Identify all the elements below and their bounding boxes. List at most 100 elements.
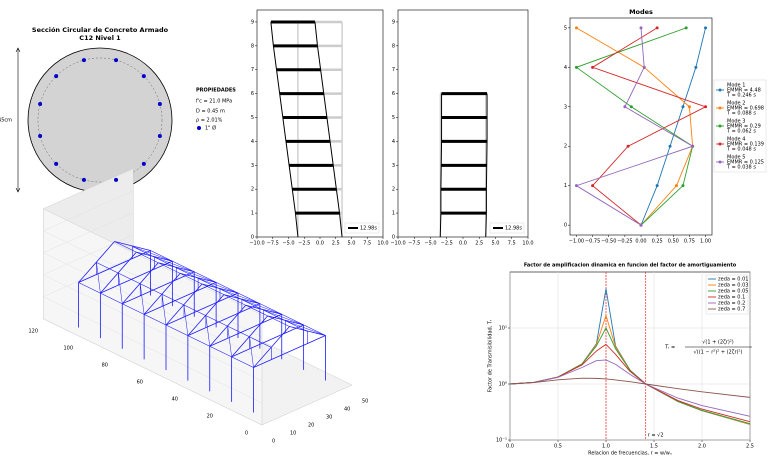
bar-legend-marker <box>197 126 201 130</box>
width-tick-label: 50 <box>362 399 368 405</box>
legend-label: zeda = 0.03 <box>718 283 748 289</box>
x-tick-label: 10.0 <box>522 241 533 247</box>
y-tick-label: 1 <box>251 211 254 217</box>
y-tick-label: 5 <box>392 115 395 121</box>
truss-brace <box>132 246 173 262</box>
formula-denominator: √((1 − r²)² + (2ζr)²) <box>694 350 743 356</box>
legend-box <box>489 222 525 234</box>
mode-marker <box>574 26 578 30</box>
x-tick-label: 10.0 <box>377 241 388 247</box>
x-tick-label: 0.0 <box>506 444 514 450</box>
legend-detail: T = 0.048 s <box>726 147 756 153</box>
length-tick-label: 80 <box>102 363 108 369</box>
y-tick-label: 10⁰ <box>499 382 507 388</box>
legend-detail: EMMR = 0.29 <box>727 124 761 130</box>
x-tick-label: 0.0 <box>459 241 467 247</box>
rebar <box>114 177 119 182</box>
truss-brace <box>140 283 145 315</box>
y-tick-label: 9 <box>251 19 254 25</box>
y-tick-label: 3 <box>251 163 254 169</box>
mode-marker <box>591 184 595 188</box>
width-tick-label: 30 <box>326 415 332 421</box>
x-tick-label: 7.5 <box>363 241 371 247</box>
mode-marker <box>639 26 643 30</box>
mode-line <box>575 27 694 226</box>
x-tick-label: 0.5 <box>554 444 562 450</box>
bar-legend: 1" Ø <box>205 125 216 132</box>
mode-line <box>576 27 694 226</box>
y-tick-label: 7 <box>251 67 254 73</box>
pane-grid <box>43 274 263 382</box>
truss-purlin <box>78 282 101 294</box>
truss-purlin <box>122 303 145 315</box>
legend-label: zeda = 0.1 <box>718 295 745 301</box>
x-tick-label: −7.5 <box>408 241 420 247</box>
property: D = 0.45 m <box>196 109 225 115</box>
x-tick-label: −2.5 <box>298 241 310 247</box>
legend-detail: EMMR = 0.139 <box>727 142 764 148</box>
legend-label: zeda = 0.05 <box>718 289 748 295</box>
truss-purlin <box>150 250 173 262</box>
rebar <box>81 58 86 63</box>
truss-brace <box>183 304 189 336</box>
truss-rafter <box>180 272 217 283</box>
y-tick-label: 1 <box>564 183 567 189</box>
mode-marker <box>623 105 627 109</box>
x-tick-label: 2.5 <box>332 241 340 247</box>
mode-line <box>591 27 707 226</box>
legend-box <box>705 274 749 315</box>
y-axis-label: Factor de Transmisibilidad, Tᵣ <box>488 319 494 392</box>
x-tick-label: 2.5 <box>746 444 754 450</box>
truss-purlin <box>118 272 141 285</box>
y-tick-label: 5 <box>564 25 567 31</box>
truss-rafter <box>209 304 247 347</box>
truss-brace <box>219 288 260 304</box>
truss-tie <box>78 250 151 283</box>
pane-grid <box>43 256 134 297</box>
truss-rafter <box>201 283 239 294</box>
truss-rafter <box>143 273 181 315</box>
legend-label: Mode 5 <box>727 155 745 161</box>
truss-brace <box>241 299 282 315</box>
pane-grid <box>43 296 263 404</box>
legend-marker <box>718 106 722 110</box>
x-tick-label: −0.25 <box>617 239 632 245</box>
y-tick-label: 6 <box>392 91 395 97</box>
series-line <box>509 359 751 417</box>
y-tick-label: 7 <box>392 67 395 73</box>
truss-purlin <box>227 325 250 338</box>
truss-purlin <box>205 315 228 327</box>
mode-marker <box>681 184 685 188</box>
y-tick-label: 2 <box>251 187 254 193</box>
mode-marker <box>591 65 595 69</box>
truss-purlin <box>259 303 282 315</box>
stirrup <box>37 57 163 183</box>
dimension-label: 45cm <box>0 118 12 124</box>
formula-lhs: Tᵣ = <box>665 345 675 351</box>
pane-grid <box>43 168 134 209</box>
chart-title: Modes <box>629 8 653 16</box>
mode-marker <box>694 65 698 69</box>
truss-brace <box>154 256 195 272</box>
x-tick-label: 0.00 <box>635 239 646 245</box>
length-tick-label: 60 <box>137 380 143 386</box>
rebar <box>38 101 43 106</box>
x-tick-label: −5.0 <box>424 241 436 247</box>
truss-rafter <box>136 251 173 262</box>
mode-marker <box>704 26 708 30</box>
mode-marker <box>574 65 578 69</box>
x-tick-label: −5.0 <box>282 241 294 247</box>
truss-purlin <box>140 283 163 295</box>
truss-rafter <box>100 251 137 294</box>
truss-rafter <box>267 315 304 326</box>
x-tick-label: −10.0 <box>390 241 405 247</box>
truss-brace <box>161 294 167 326</box>
truss-tie <box>100 260 173 294</box>
truss-purlin <box>100 292 123 305</box>
axes-frame <box>397 9 529 238</box>
mode-marker <box>681 105 685 109</box>
x-tick-label: 5.0 <box>492 241 500 247</box>
column-base <box>294 213 299 238</box>
rebar <box>157 134 162 139</box>
